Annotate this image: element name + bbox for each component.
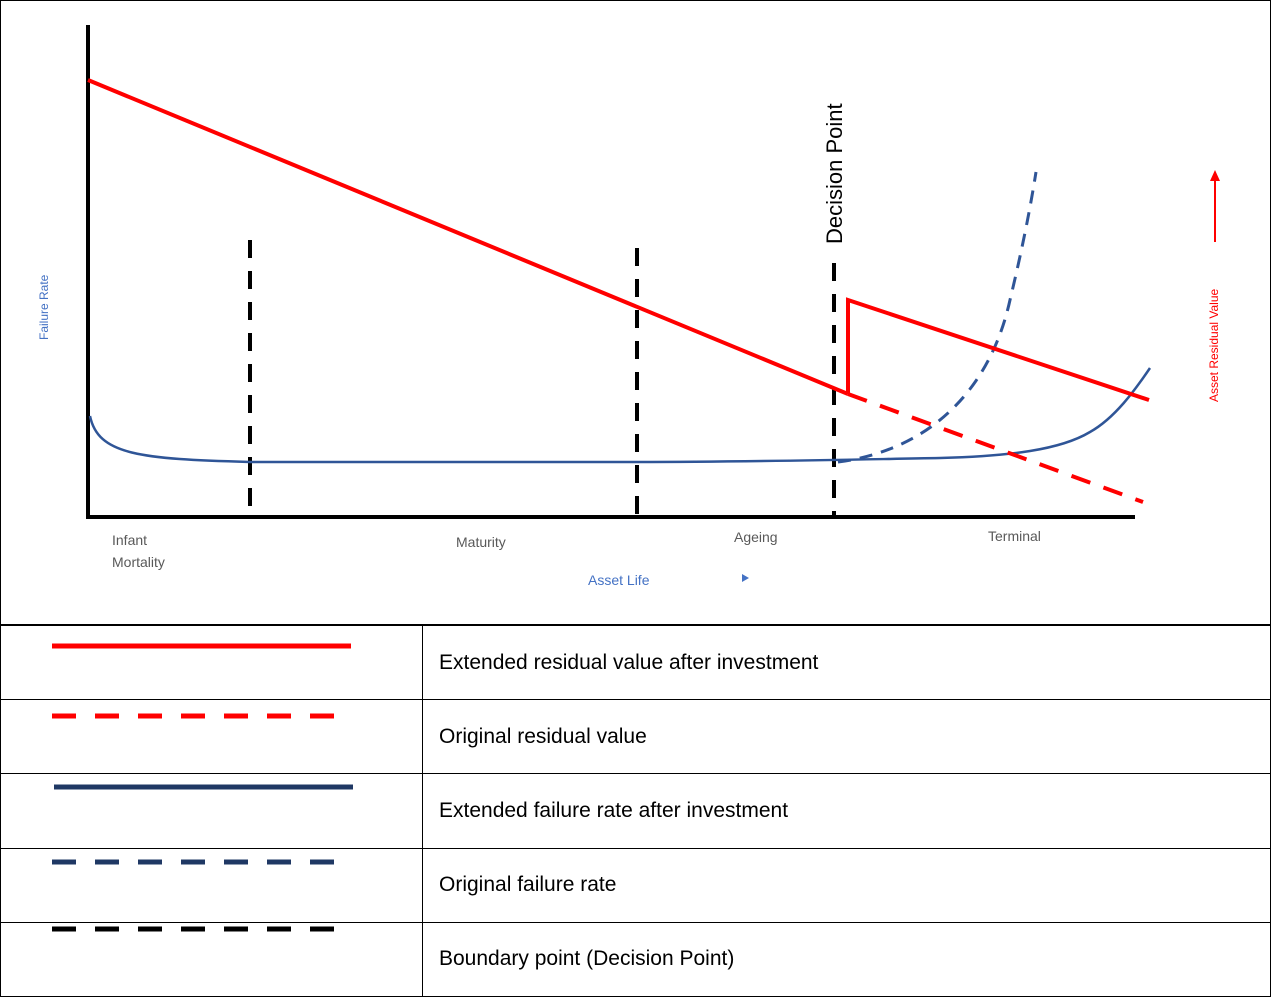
decision-point-label: Decision Point [822,103,847,244]
legend-row: Extended failure rate after investment [0,773,1271,849]
phase-label-infant-mortality: Infant Mortality [112,532,165,570]
legend-swatch-cell [0,847,423,923]
legend-label: Boundary point (Decision Point) [422,921,1271,997]
phase-label-ageing: Ageing [734,529,778,545]
phase-label-infant-line2: Mortality [112,554,165,570]
phase-label-infant-line1: Infant [112,532,147,548]
legend-row: Original residual value [0,699,1271,775]
legend-swatch-dashed-red [52,713,351,719]
legend-swatch-solid-blue [54,784,353,790]
original-failure-rate-line [837,171,1038,464]
legend-label: Original failure rate [422,847,1271,923]
legend-swatch-cell [0,921,423,997]
bathtub-curve-diagram: Decision Point Failure Rate Asset Residu… [0,25,1271,625]
legend-swatch-dashed-black [52,926,351,932]
legend-label: Extended residual value after investment [422,624,1271,701]
failure-rate-axis-label: Failure Rate [37,274,51,340]
legend-swatch-dashed-blue [52,859,351,865]
legend-table: Extended residual value after investment… [0,624,1271,997]
legend-swatch-solid-red [52,643,351,649]
phase-label-maturity: Maturity [456,534,506,550]
residual-value-line [87,78,849,396]
legend-row: Extended residual value after investment [0,624,1271,701]
legend-row: Boundary point (Decision Point) [0,921,1271,997]
up-arrow-icon [1210,170,1220,181]
right-arrow-icon [742,574,749,582]
asset-residual-value-axis-label: Asset Residual Value [1207,289,1221,403]
legend-swatch-cell [0,773,423,849]
legend-swatch-cell [0,624,423,701]
extended-failure-rate-line [88,367,1152,464]
legend-swatch-cell [0,699,423,775]
legend-label: Original residual value [422,699,1271,775]
phase-label-terminal: Terminal [988,528,1041,544]
original-residual-value-line [847,392,1144,504]
extended-residual-value-line [846,297,1150,402]
asset-life-axis-label: Asset Life [588,572,650,588]
legend-row: Original failure rate [0,847,1271,923]
legend-label: Extended failure rate after investment [422,773,1271,849]
